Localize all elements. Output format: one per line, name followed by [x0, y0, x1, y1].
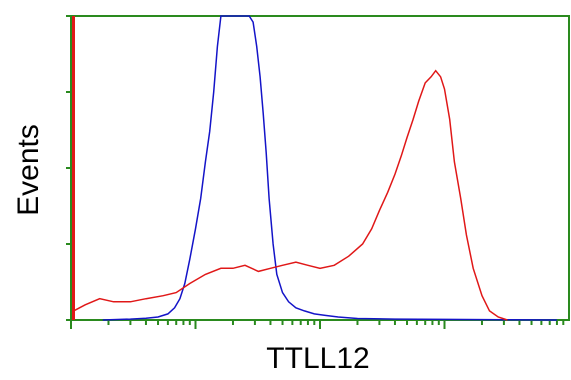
y-axis-red-marker [72, 16, 75, 320]
y-axis-title: Events [12, 124, 45, 216]
x-axis-title: TTLL12 [266, 342, 369, 375]
series-line-isotype [102, 15, 557, 321]
y-axis-ticks [66, 15, 71, 321]
x-axis-ticks [70, 320, 565, 329]
plot-frame [70, 15, 570, 321]
series-line-ttll12 [73, 69, 508, 321]
